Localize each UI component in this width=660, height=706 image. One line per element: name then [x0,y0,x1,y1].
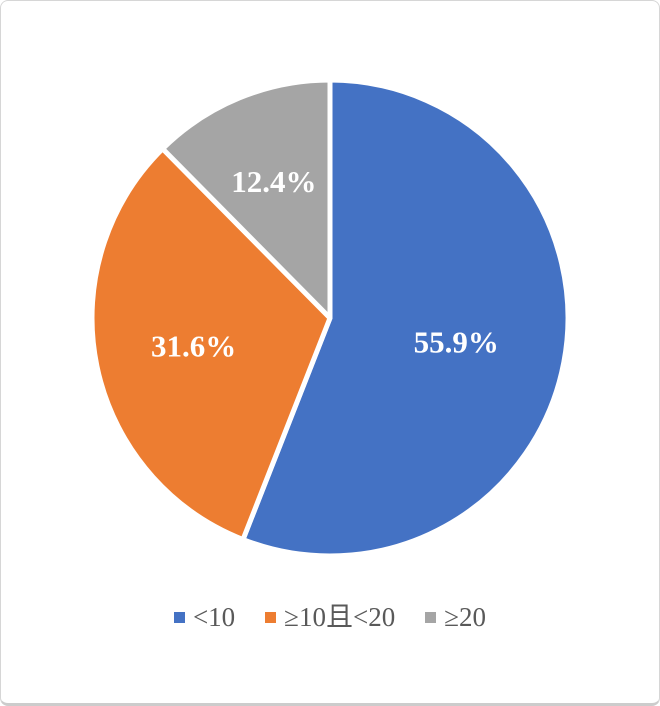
pie-data-label: 31.6% [151,329,236,364]
legend-label: ≥20 [444,602,487,632]
legend-label: ≥10且<20 [284,602,396,632]
pie-chart: 55.9% 31.6% 12.4% [89,77,571,559]
legend-swatch-orange [265,612,277,624]
pie-slice-1 [240,77,571,559]
legend-label: <10 [192,602,236,632]
legend-item: <10 [173,602,236,633]
pie-data-label: 55.9% [414,324,499,359]
legend-swatch-gray [425,612,437,624]
pie-data-label: 12.4% [231,164,316,199]
legend-item: ≥20 [425,602,487,633]
legend-swatch-blue [173,612,185,624]
legend-item: ≥10且<20 [265,602,396,633]
pie-slice-3 [160,77,333,321]
chart-legend: <10 ≥10且<20 ≥20 [1,602,659,633]
pie-plot-area: 55.9% 31.6% 12.4% [1,1,659,561]
pie-slice-2 [89,146,333,543]
